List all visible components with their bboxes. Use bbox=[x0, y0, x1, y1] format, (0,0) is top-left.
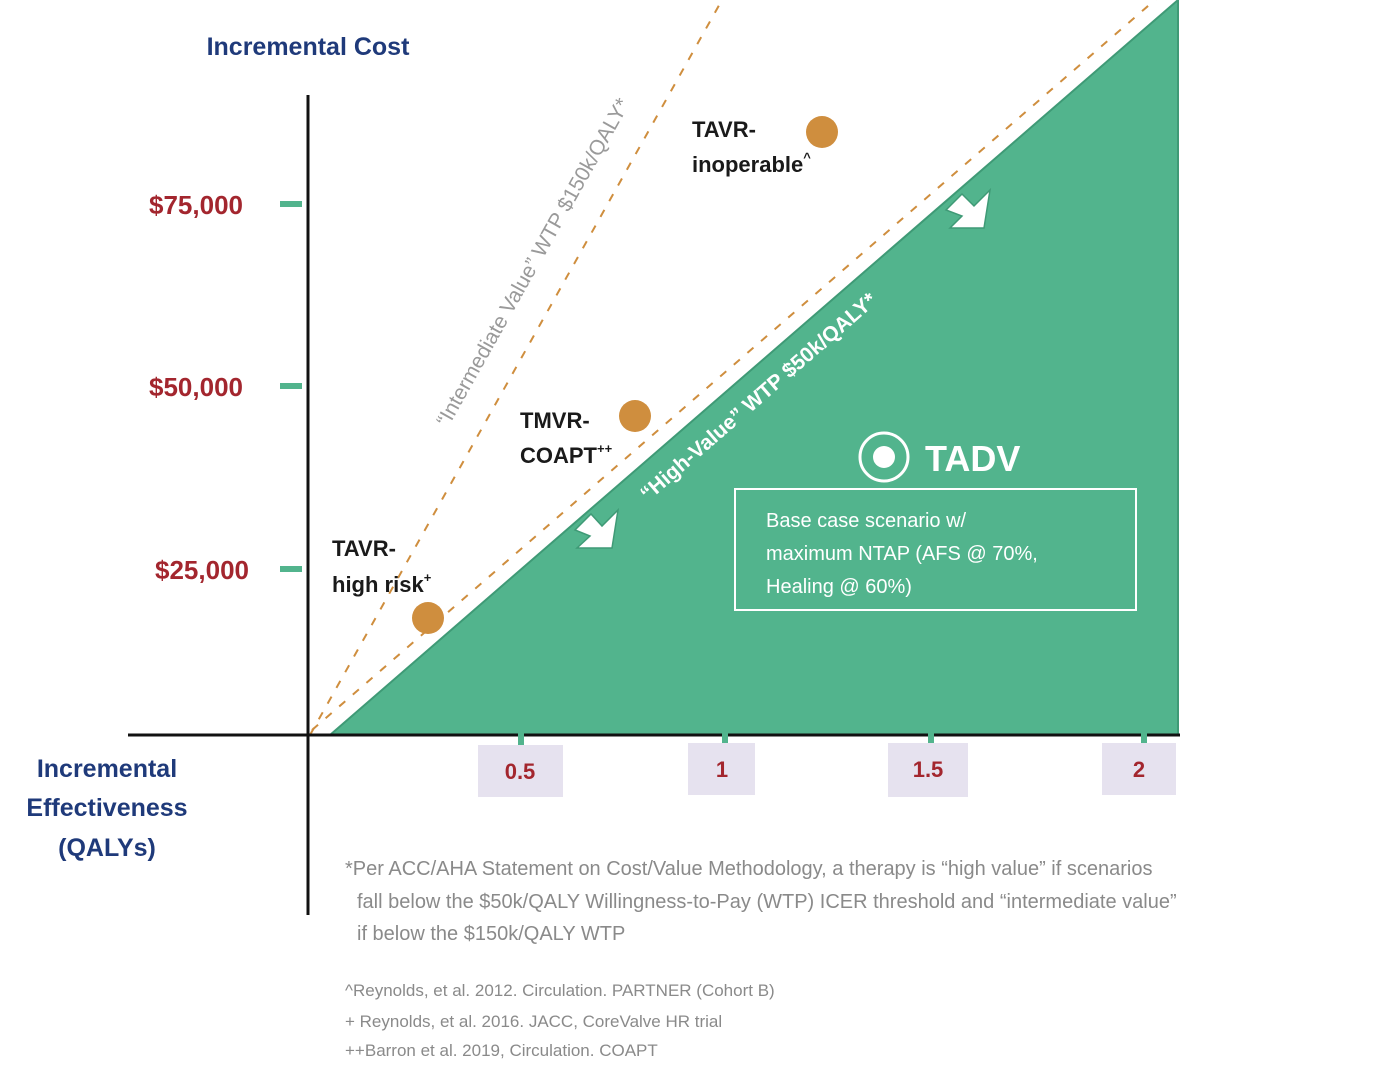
footnote: *Per ACC/AHA Statement on Cost/Value Met… bbox=[345, 858, 1177, 945]
intermediate-value-label: “Intermediate Value” WTP $150k/QALY* bbox=[432, 94, 634, 430]
svg-text:TAVR-: TAVR- bbox=[332, 536, 396, 561]
svg-text:0.5: 0.5 bbox=[505, 759, 536, 784]
y-tick-label: $75,000 bbox=[149, 190, 243, 220]
y-axis-title: Incremental Cost bbox=[207, 33, 411, 61]
x-tick-1: 1 bbox=[688, 728, 755, 795]
svg-text:Healing @ 60%): Healing @ 60%) bbox=[766, 576, 912, 598]
data-point-tavr-inoperable: TAVR- inoperable^ bbox=[692, 116, 838, 177]
data-point-tavr-high-risk: TAVR- high risk+ bbox=[332, 536, 444, 634]
x-tick-2: 2 bbox=[1102, 728, 1176, 795]
data-point-tmvr-coapt: TMVR- COAPT++ bbox=[520, 400, 651, 468]
svg-text:COAPT++: COAPT++ bbox=[520, 441, 613, 468]
y-tick bbox=[280, 566, 302, 572]
target-circle-icon bbox=[858, 431, 910, 483]
svg-text:+ Reynolds, et al. 2016. JACC,: + Reynolds, et al. 2016. JACC, CoreValve… bbox=[345, 1012, 722, 1031]
svg-text:maximum NTAP (AFS @ 70%,: maximum NTAP (AFS @ 70%, bbox=[766, 543, 1038, 565]
svg-text:Base case scenario w/: Base case scenario w/ bbox=[766, 510, 967, 532]
svg-text:fall below the $50k/QALY Willi: fall below the $50k/QALY Willingness-to-… bbox=[357, 891, 1177, 913]
svg-text:TAVR-: TAVR- bbox=[692, 117, 756, 142]
arrow-down-right-icon bbox=[944, 187, 992, 229]
svg-text:TADV: TADV bbox=[925, 438, 1020, 479]
svg-text:Incremental: Incremental bbox=[37, 755, 177, 783]
high-value-region bbox=[327, 0, 1179, 736]
tadv-marker: TADV bbox=[858, 431, 1020, 483]
scenario-box: Base case scenario w/ maximum NTAP (AFS … bbox=[734, 488, 1137, 611]
intermediate-value-threshold-line bbox=[309, 0, 723, 736]
y-tick bbox=[280, 383, 302, 389]
svg-text:high risk+: high risk+ bbox=[332, 570, 432, 597]
svg-text:Effectiveness: Effectiveness bbox=[26, 794, 187, 822]
x-tick-1.5: 1.5 bbox=[888, 728, 968, 797]
y-tick-label: $25,000 bbox=[155, 555, 249, 585]
svg-text:2: 2 bbox=[1133, 757, 1145, 782]
x-tick-0.5: 0.5 bbox=[478, 728, 563, 797]
svg-text:1.5: 1.5 bbox=[913, 757, 944, 782]
y-tick-label: $50,000 bbox=[149, 372, 243, 402]
references: ^Reynolds, et al. 2012. Circulation. PAR… bbox=[345, 981, 775, 1060]
svg-text:1: 1 bbox=[716, 757, 728, 782]
high-value-threshold-line bbox=[311, 0, 1157, 731]
svg-text:inoperable^: inoperable^ bbox=[692, 150, 811, 177]
svg-text:++Barron et al. 2019, Circulat: ++Barron et al. 2019, Circulation. COAPT bbox=[345, 1041, 658, 1060]
svg-text:(QALYs): (QALYs) bbox=[58, 834, 156, 862]
svg-text:if below the $150k/QALY WTP: if below the $150k/QALY WTP bbox=[357, 923, 625, 945]
x-axis-title: Incremental Effectiveness (QALYs) bbox=[26, 755, 187, 862]
y-tick bbox=[280, 201, 302, 207]
svg-text:TMVR-: TMVR- bbox=[520, 408, 590, 433]
svg-text:*Per ACC/AHA Statement on Cost: *Per ACC/AHA Statement on Cost/Value Met… bbox=[345, 858, 1152, 880]
svg-text:^Reynolds, et al. 2012. Circul: ^Reynolds, et al. 2012. Circulation. PAR… bbox=[345, 981, 775, 1000]
arrow-down-right-icon bbox=[573, 507, 620, 549]
